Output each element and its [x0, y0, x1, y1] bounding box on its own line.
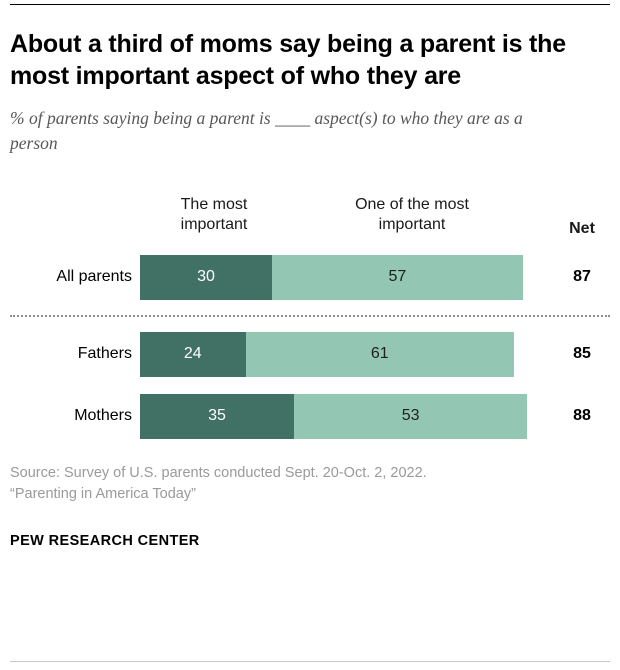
bar-segment-one-of-most-important: 61 [245, 331, 514, 377]
bar-fathers: 24 61 [140, 331, 514, 377]
bottom-rule [10, 661, 610, 662]
chart-row-fathers: Fathers 24 61 85 [10, 331, 610, 377]
bar-mothers: 35 53 [140, 393, 528, 439]
bar-segment-most-important: 30 [140, 254, 272, 300]
bar-value-label: 53 [401, 407, 420, 425]
row-label: All parents [56, 268, 132, 286]
net-value: 85 [573, 345, 591, 363]
bar-segment-most-important: 24 [140, 331, 246, 377]
stacked-bar-chart: All parents 30 57 87 Fathers 24 61 [10, 254, 610, 439]
bar-value-label: 35 [208, 407, 226, 425]
bar-segment-one-of-most-important: 53 [294, 393, 528, 439]
bar-value-label: 61 [370, 345, 389, 363]
bar-all-parents: 30 57 [140, 254, 523, 300]
row-label: Mothers [74, 407, 132, 425]
chart-row-all-parents: All parents 30 57 87 [10, 254, 610, 300]
chart-subtitle: % of parents saying being a parent is __… [10, 108, 523, 154]
dotted-divider [10, 314, 610, 317]
bar-value-label: 57 [388, 268, 407, 286]
bar-segment-one-of-most-important: 57 [272, 254, 523, 300]
row-gap [10, 377, 610, 394]
bar-segment-most-important: 35 [140, 393, 294, 439]
bar-value-label: 30 [197, 268, 215, 286]
top-rule [10, 4, 610, 5]
column-headers: The most important One of the most impor… [10, 195, 610, 247]
net-value: 87 [573, 268, 591, 286]
net-value: 88 [573, 407, 591, 425]
chart-row-mothers: Mothers 35 53 88 [10, 393, 610, 439]
row-label: Fathers [77, 345, 132, 363]
legend-label-most-important: The most important [180, 195, 248, 233]
bar-value-label: 24 [183, 345, 202, 363]
page-title: About a third of moms say being a parent… [10, 30, 566, 90]
source-line-1: Source: Survey of U.S. parents conducted… [10, 464, 427, 481]
source-line-2: “Parenting in America Today” [10, 485, 196, 502]
legend-label-one-of-most-important: One of the most important [355, 195, 469, 233]
pew-research-center-wordmark: PEW RESEARCH CENTER [10, 532, 200, 549]
source-note: Source: Survey of U.S. parents conducted… [10, 463, 610, 505]
net-column-header: Net [569, 219, 595, 237]
